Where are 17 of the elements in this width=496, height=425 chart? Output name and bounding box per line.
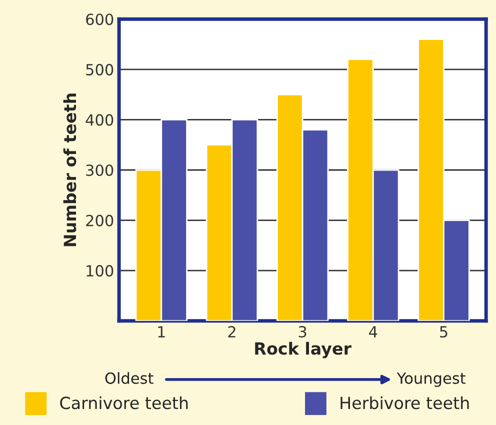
y-axis-title: Number of teeth	[63, 94, 76, 246]
text: Youngest	[396, 372, 466, 387]
x-tick-label: 1	[158, 326, 165, 338]
x-tick-label: 3	[298, 326, 306, 338]
y-tick-label: 500	[86, 64, 114, 76]
y-tick-label: 600	[86, 14, 114, 26]
x-tick-label: 5	[440, 326, 448, 338]
x-axis-title: Rock layer	[255, 342, 352, 358]
legend-label: Carnivore teeth	[60, 396, 188, 410]
text: Oldest	[105, 372, 154, 384]
y-tick-label: 300	[86, 164, 114, 176]
x-tick-label: 4	[369, 326, 378, 338]
legend-label: Herbivore teeth	[340, 396, 469, 410]
y-tick-label: 100	[86, 265, 114, 277]
y-tick-label: 200	[86, 214, 114, 226]
x-tick-label: 2	[228, 326, 236, 338]
y-tick-label: 400	[86, 114, 114, 126]
